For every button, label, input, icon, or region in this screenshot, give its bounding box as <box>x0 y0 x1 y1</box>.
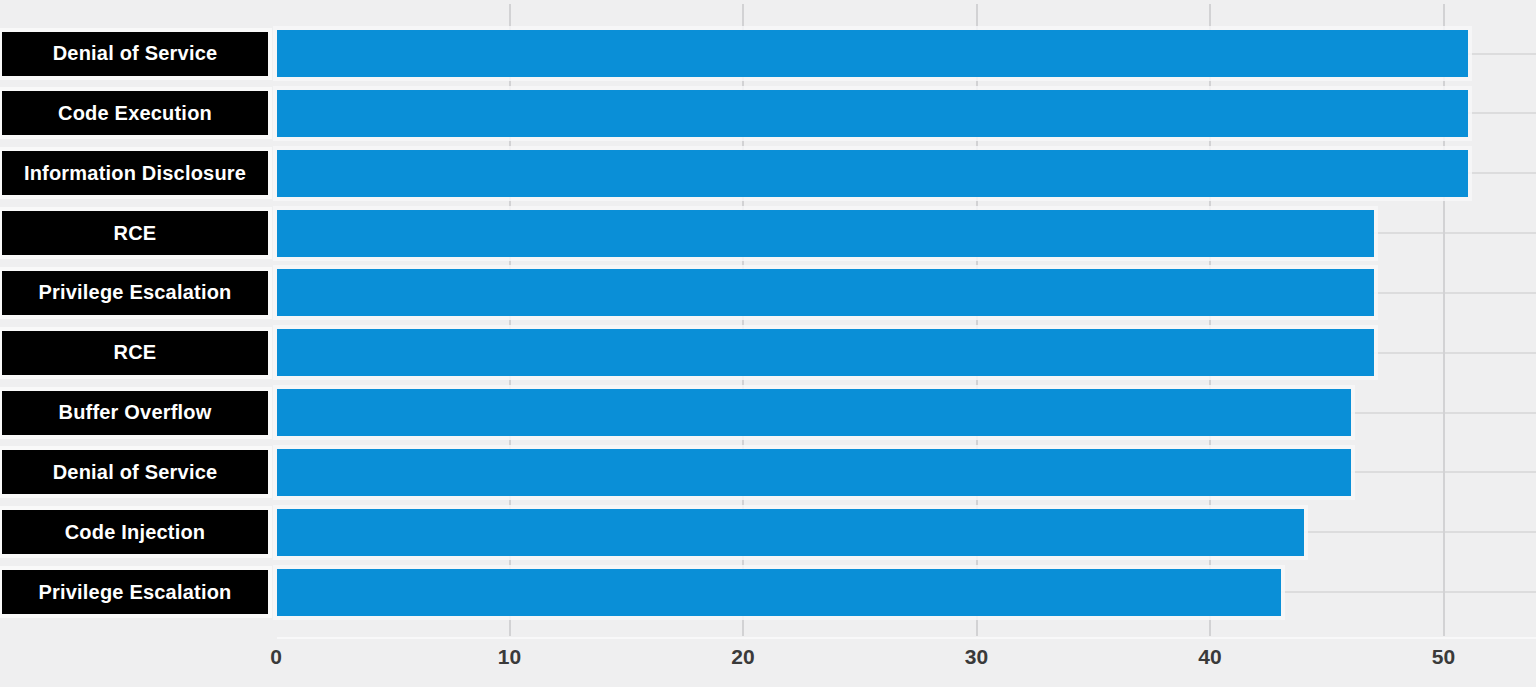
x-tick-label: 10 <box>465 645 555 669</box>
bar <box>277 30 1468 77</box>
x-tick-label: 30 <box>932 645 1022 669</box>
category-label: Denial of Service <box>2 32 268 76</box>
category-label: RCE <box>2 331 268 375</box>
bar <box>277 449 1351 496</box>
bar <box>277 210 1374 257</box>
category-label: Denial of Service <box>2 450 268 494</box>
category-label: Privilege Escalation <box>2 570 268 614</box>
bar <box>277 90 1468 137</box>
vulnerability-types-bar-chart: Denial of Service Code Execution Informati… <box>0 0 1536 687</box>
category-label: Information Disclosure <box>2 151 268 195</box>
x-tick-label: 0 <box>231 645 321 669</box>
category-label: Privilege Escalation <box>2 271 268 315</box>
category-label: Code Injection <box>2 510 268 554</box>
bar <box>277 569 1281 616</box>
bar <box>277 269 1374 316</box>
bar <box>277 150 1468 197</box>
bar <box>277 509 1304 556</box>
category-label: Buffer Overflow <box>2 391 268 435</box>
category-label: RCE <box>2 211 268 255</box>
bar <box>277 389 1351 436</box>
x-tick-label: 40 <box>1165 645 1255 669</box>
bar <box>277 329 1374 376</box>
category-label: Code Execution <box>2 91 268 135</box>
x-tick-label: 20 <box>698 645 788 669</box>
x-tick-label: 50 <box>1399 645 1489 669</box>
plot-bottom-line <box>277 637 1536 639</box>
